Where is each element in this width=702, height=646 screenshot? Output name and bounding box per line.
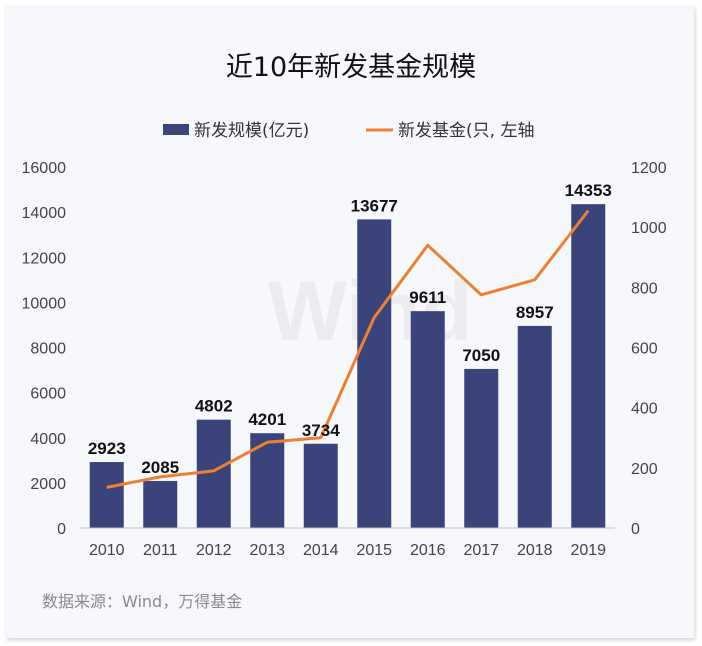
bar-data-label: 9611 bbox=[409, 288, 446, 307]
bar-series bbox=[89, 204, 606, 528]
bar-data-label: 8957 bbox=[516, 303, 554, 322]
y-right-tick-label: 0 bbox=[631, 521, 640, 538]
bar-data-label: 2923 bbox=[88, 439, 126, 458]
chart-title: 近10年新发基金规模 bbox=[226, 52, 476, 83]
y-left-tick-label: 0 bbox=[57, 521, 66, 538]
bar-data-label: 14353 bbox=[565, 181, 612, 200]
x-tick-label: 2013 bbox=[249, 542, 285, 559]
y-right-tick-label: 1000 bbox=[631, 220, 667, 237]
y-left-tick-label: 2000 bbox=[30, 476, 66, 493]
y-left-tick-label: 4000 bbox=[30, 431, 66, 448]
x-tick-label: 2018 bbox=[517, 542, 553, 559]
x-tick-label: 2016 bbox=[410, 542, 446, 559]
y-left-tick-label: 12000 bbox=[22, 250, 67, 267]
y-right-tick-label: 600 bbox=[631, 341, 658, 358]
bar bbox=[517, 325, 552, 528]
x-tick-label: 2017 bbox=[463, 542, 499, 559]
left-axis: 0 2000 4000 6000 8000 10000 12000 14000 16000 bbox=[22, 160, 67, 538]
bar bbox=[196, 419, 231, 528]
right-axis: 0 200 400 600 800 1000 1200 bbox=[631, 160, 667, 538]
source-note: 数据来源：Wind，万得基金 bbox=[42, 592, 242, 611]
bar bbox=[410, 311, 445, 528]
y-left-tick-label: 6000 bbox=[30, 386, 66, 403]
y-left-tick-label: 8000 bbox=[30, 341, 66, 358]
bar-data-label: 13677 bbox=[351, 196, 398, 215]
y-right-tick-label: 1200 bbox=[631, 160, 667, 177]
y-right-tick-label: 400 bbox=[631, 401, 658, 418]
line-series bbox=[106, 209, 590, 489]
line-path bbox=[106, 209, 590, 489]
y-left-tick-label: 14000 bbox=[22, 205, 67, 222]
bar bbox=[303, 443, 338, 528]
x-tick-label: 2011 bbox=[143, 542, 178, 559]
bar bbox=[143, 480, 178, 528]
legend-bar-label: 新发规模(亿元) bbox=[194, 121, 309, 141]
y-left-tick-label: 10000 bbox=[22, 295, 67, 312]
bar-data-label: 4201 bbox=[248, 410, 286, 429]
legend-line-label: 新发基金(只, 左轴 bbox=[398, 121, 534, 141]
bar-data-label: 2085 bbox=[141, 458, 179, 477]
data-labels: 2923 2085 4802 4201 3734 13677 9611 7050 8957 143… bbox=[88, 181, 612, 477]
bar-data-label: 3734 bbox=[302, 421, 340, 440]
x-axis: 2010 2011 2012 2013 2014 2015 2016 2017 2018 2019 bbox=[89, 542, 606, 559]
bar bbox=[571, 204, 606, 528]
bar bbox=[89, 462, 124, 528]
bar-data-label: 7050 bbox=[462, 346, 500, 365]
x-tick-label: 2019 bbox=[570, 542, 606, 559]
y-right-tick-label: 800 bbox=[631, 280, 658, 297]
y-left-tick-label: 16000 bbox=[22, 160, 67, 177]
x-tick-label: 2015 bbox=[356, 542, 392, 559]
x-tick-label: 2010 bbox=[89, 542, 125, 559]
bar bbox=[357, 219, 392, 528]
bar-data-label: 4802 bbox=[195, 397, 233, 416]
bar bbox=[464, 368, 499, 528]
x-tick-label: 2014 bbox=[303, 542, 339, 559]
legend-bar-swatch bbox=[163, 124, 189, 135]
x-tick-label: 2012 bbox=[196, 542, 232, 559]
y-right-tick-label: 200 bbox=[631, 461, 658, 478]
